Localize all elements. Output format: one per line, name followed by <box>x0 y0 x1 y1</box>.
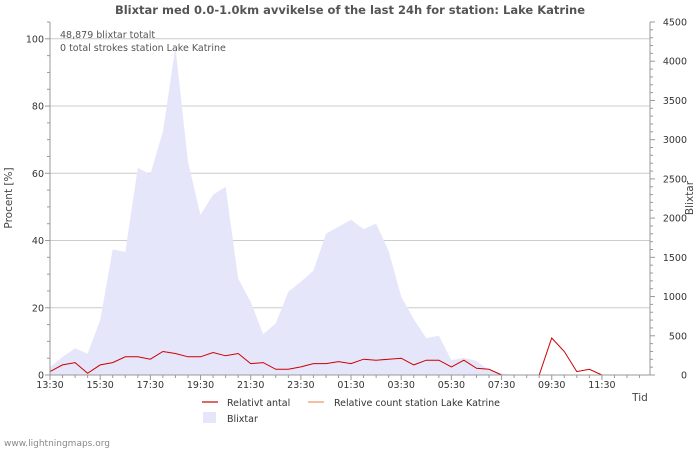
annotation-total: 48,879 blixtar totalt <box>60 30 155 41</box>
y-right-tick-label: 500 <box>669 331 687 342</box>
x-tick-label: 21:30 <box>237 380 264 391</box>
x-tick-label: 03:30 <box>388 380 415 391</box>
legend-label-relativt-antal: Relativt antal <box>227 398 290 409</box>
legend-label-blixtar: Blixtar <box>227 414 258 425</box>
y-left-tick-label: 20 <box>32 303 44 314</box>
x-axis-label: Tid <box>631 392 648 404</box>
legend: Relativt antal Relative count station La… <box>202 398 500 425</box>
y-right-tick-label: 3000 <box>663 135 687 146</box>
x-tick-label: 17:30 <box>137 380 164 391</box>
x-tick-label: 07:30 <box>488 380 515 391</box>
y-right-tick-label: 1500 <box>663 253 687 264</box>
y-right-tick-label: 3500 <box>663 96 687 107</box>
x-tick-label: 19:30 <box>187 380 214 391</box>
y-right-tick-label: 2500 <box>663 174 687 185</box>
y-right-tick-label: 4000 <box>663 57 687 68</box>
x-tick-label: 13:30 <box>36 380 63 391</box>
x-tick-labels: 13:30 15:30 17:30 19:30 21:30 23:30 01:30 03:30… <box>36 380 615 391</box>
y-left-tick-label: 60 <box>32 169 44 180</box>
series-area-blixtar <box>50 47 640 375</box>
annotation-station: 0 total strokes station Lake Katrine <box>60 43 226 54</box>
x-tick-label: 09:30 <box>538 380 565 391</box>
x-tick-label: 05:30 <box>438 380 465 391</box>
y-right-tick-label: 4500 <box>663 18 687 29</box>
y-axis-left-label: Procent [%] <box>3 167 15 228</box>
site-credit: www.lightningmaps.org <box>4 439 110 449</box>
y-right-tick-label: 1000 <box>663 292 687 303</box>
legend-swatch-blixtar <box>203 412 216 423</box>
y-left-tick-label: 40 <box>32 236 44 247</box>
y-axis-right-label: Blixtar <box>684 180 696 215</box>
y-left-tick-label: 80 <box>32 102 44 113</box>
y-right-tick-labels: 0 500 1000 1500 2000 2500 3000 3500 4000 4500 <box>663 18 687 382</box>
y-right-tick-label: 2000 <box>663 214 687 225</box>
y-left-tick-labels: 0 20 40 60 80 100 <box>26 34 44 381</box>
legend-label-station: Relative count station Lake Katrine <box>334 398 500 409</box>
x-tick-label: 11:30 <box>588 380 615 391</box>
x-tick-label: 23:30 <box>287 380 314 391</box>
y-right-tick-label: 0 <box>681 371 687 382</box>
series-line-relativt-antal <box>49 337 640 376</box>
y-left-tick-label: 0 <box>38 371 44 382</box>
chart-title: Blixtar med 0.0-1.0km avvikelse of the l… <box>115 3 585 17</box>
x-tick-label: 15:30 <box>86 380 113 391</box>
x-tick-label: 01:30 <box>337 380 364 391</box>
y-left-tick-label: 100 <box>26 34 44 45</box>
